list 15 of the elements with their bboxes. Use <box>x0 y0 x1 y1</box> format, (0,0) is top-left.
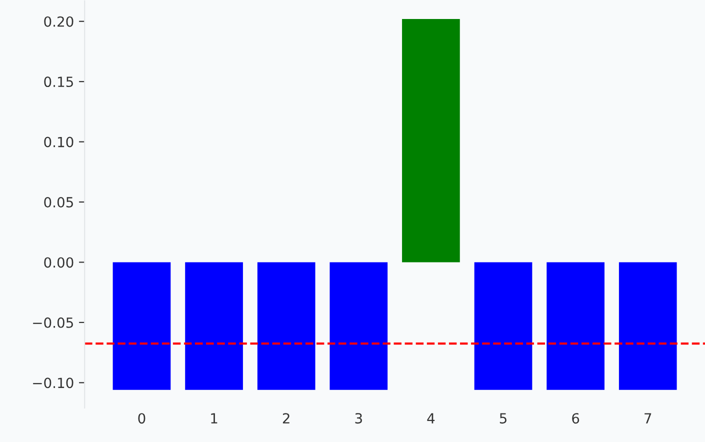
x-tick-label: 7 <box>644 413 652 424</box>
x-tick-label: 0 <box>138 413 146 424</box>
y-tick-label: −0.05 <box>33 317 73 328</box>
x-tick-label: 1 <box>211 413 218 424</box>
x-tick-label: 3 <box>355 413 362 424</box>
y-tick-label: −0.10 <box>33 378 74 388</box>
x-tick-label: 4 <box>427 413 435 424</box>
y-tick-label: 0.15 <box>44 76 73 88</box>
y-tick-label: 0.05 <box>44 196 73 208</box>
y-tick-label: 0.20 <box>44 16 74 27</box>
y-tick-label: 0.10 <box>44 136 74 148</box>
x-tick-label: 2 <box>282 413 290 424</box>
x-tick-label: 6 <box>572 413 580 424</box>
y-tick-label: 0.00 <box>44 257 74 268</box>
x-tick-label: 5 <box>500 413 506 424</box>
